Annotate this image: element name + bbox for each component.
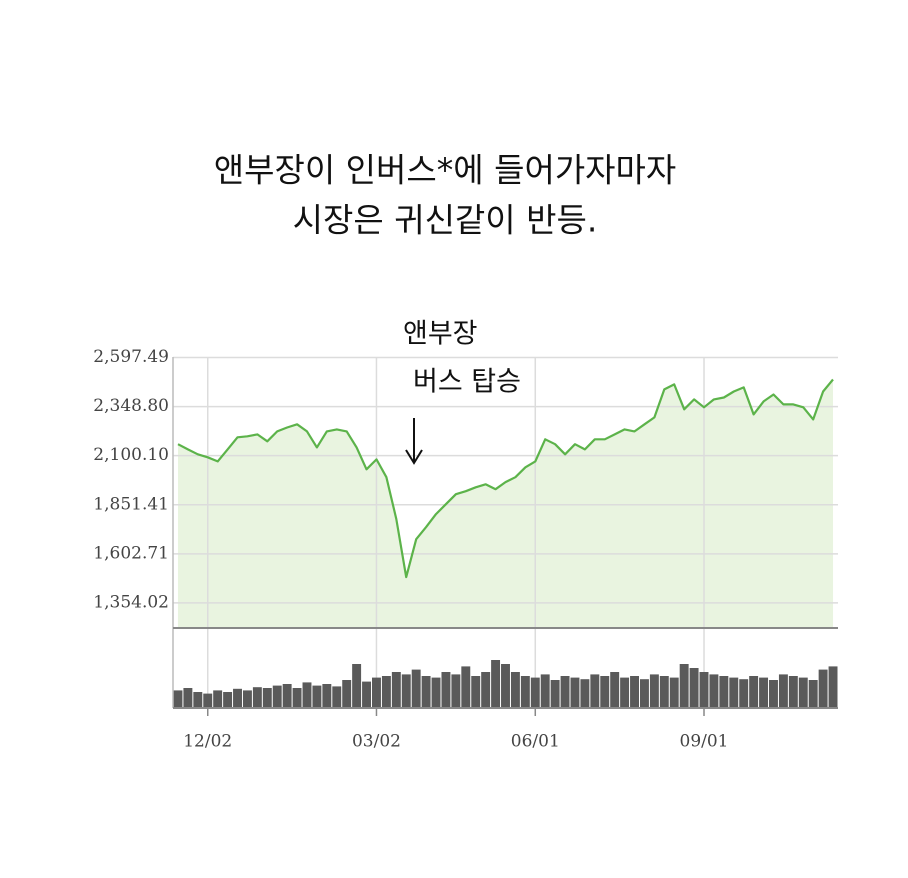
- volume-bar: [302, 682, 312, 708]
- volume-bar: [570, 677, 580, 708]
- volume-bar: [769, 680, 778, 708]
- area: [177, 379, 834, 628]
- volume-bar: [749, 676, 759, 708]
- volume-bar: [322, 684, 332, 708]
- volume-bar: [481, 672, 491, 708]
- x-tick-label: 12/02: [183, 732, 232, 752]
- volume-bar: [560, 676, 570, 708]
- volume-bar: [649, 674, 659, 708]
- volume-bar: [352, 664, 362, 708]
- y-tick-label: 1,354.02: [93, 592, 169, 612]
- x-tick-label: 03/02: [352, 732, 401, 752]
- volume-bar: [818, 669, 828, 708]
- volume-bar: [401, 674, 411, 708]
- volume-bar: [451, 674, 461, 708]
- price-line: [177, 378, 834, 579]
- volume-bar: [808, 680, 818, 708]
- annotation: 앤부장: [403, 319, 478, 350]
- volume-bar: [391, 672, 401, 708]
- volume-bar: [600, 676, 610, 708]
- volume-bar: [689, 668, 699, 708]
- volume-bar: [381, 676, 391, 708]
- x-tick-label: 06/01: [511, 732, 560, 752]
- caption-line: 시장은 귀신같이 반등.: [293, 201, 598, 240]
- volume-bar: [620, 677, 630, 708]
- volume-bar: [501, 664, 510, 708]
- volume-bar: [699, 672, 709, 708]
- y-tick-label: 1,602.71: [93, 543, 169, 563]
- volume-bar: [550, 680, 560, 708]
- y-tick-label: 2,100.10: [93, 445, 169, 465]
- volume-bar: [242, 690, 252, 708]
- y-tick-label: 2,348.80: [93, 396, 169, 416]
- volume-bar: [630, 676, 639, 708]
- volume-bar: [372, 677, 381, 708]
- volume-bar: [272, 685, 282, 708]
- volume-bar: [510, 672, 520, 708]
- volume-bar: [183, 688, 193, 708]
- y-tick-label: 1,851.41: [93, 494, 169, 514]
- volume-bar: [173, 690, 183, 708]
- volume-bar: [332, 686, 342, 708]
- volume-bar: [193, 692, 203, 708]
- volume-bar: [213, 690, 223, 708]
- volume-bar: [590, 674, 600, 708]
- volume-bar: [252, 687, 262, 708]
- volume-bar: [759, 677, 769, 708]
- volume-bar: [739, 679, 749, 708]
- volume-bar: [530, 677, 540, 708]
- volume-bar: [203, 693, 213, 708]
- volume-bar: [312, 685, 322, 708]
- chart: 1,354.02 1,602.71 1,851.41 2,100.10 2,348.80…: [93, 347, 838, 752]
- volume-bar: [679, 664, 689, 708]
- volume-bar: [639, 679, 649, 708]
- volume-bar: [233, 688, 242, 708]
- volume-bar: [520, 676, 530, 708]
- volume-bar: [778, 674, 788, 708]
- volume-bar: [441, 672, 451, 708]
- volume-bar: [709, 674, 719, 708]
- volume-bar: [411, 669, 421, 708]
- volume-bar: [262, 688, 272, 708]
- volume-bar: [580, 679, 590, 708]
- volume-bar: [431, 677, 441, 708]
- volume-bar: [659, 676, 669, 708]
- volume-bar: [669, 677, 679, 708]
- volume-bar: [342, 680, 352, 708]
- volume-bar: [491, 660, 501, 708]
- volume-bar: [788, 676, 798, 708]
- volume-bar: [471, 676, 481, 708]
- volume-bar: [421, 676, 431, 708]
- volume-bar: [461, 666, 471, 708]
- volume-bar: [292, 688, 302, 708]
- caption-line: 앤부장이 인버스*에 들어가자마자: [214, 151, 677, 190]
- volume-bar: [223, 692, 233, 708]
- volume-bar: [540, 674, 550, 708]
- volume-bar: [828, 666, 838, 708]
- volume-bar: [729, 677, 739, 708]
- volume-bar: [610, 672, 620, 708]
- volume-bar: [798, 677, 808, 708]
- volume-bar: [362, 681, 372, 708]
- annotation: 버스 탑승: [413, 367, 521, 398]
- volume-bar: [719, 676, 729, 708]
- y-tick-label: 2,597.49: [93, 347, 169, 367]
- x-tick-label: 09/01: [680, 732, 729, 752]
- volume-bar: [282, 684, 292, 708]
- arrow: [405, 418, 423, 465]
